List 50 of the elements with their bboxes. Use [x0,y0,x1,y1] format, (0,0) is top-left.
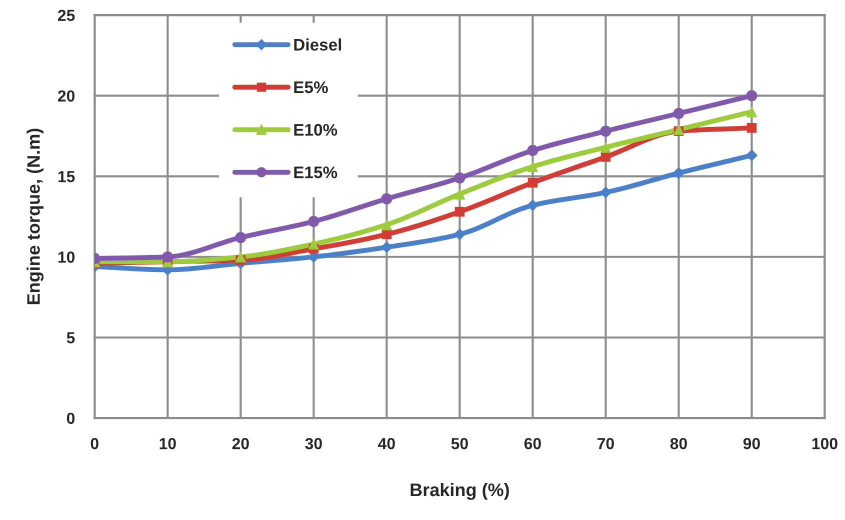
y-tick-label: 10 [58,252,75,263]
point [673,124,684,136]
point [600,152,611,162]
point [746,123,757,133]
x-tick-label: 30 [305,438,322,450]
point [235,232,246,244]
point [600,126,612,137]
x-tick-label: 90 [743,438,760,450]
x-tick-label: 70 [598,438,614,450]
point [526,199,539,212]
point [454,172,466,184]
point [235,251,246,262]
x-tick-label: 100 [812,438,838,450]
point [454,206,465,217]
x-tick-label: 40 [378,438,395,450]
point [528,178,538,188]
point [381,219,392,230]
point [672,167,685,179]
x-tick-label: 80 [670,438,687,450]
x-tick-label: 60 [524,438,541,450]
point [381,193,392,204]
point [454,188,466,200]
point [746,149,758,162]
legend-label: E10% [294,124,338,136]
y-axis-title: Engine torque, (N.m) [26,128,44,304]
legend-label: Diesel [294,38,342,51]
point [600,186,612,198]
x-axis-title: Braking (%) [410,482,509,500]
y-tick-label: 0 [66,412,75,424]
point [454,228,466,240]
x-tick-label: 50 [451,438,468,450]
point [308,216,320,227]
point [162,251,174,262]
x-tick-label: 0 [90,438,98,450]
y-tick-label: 5 [66,332,75,344]
x-tick-label: 20 [232,438,249,450]
point [600,142,612,153]
y-tick-label: 15 [58,171,75,182]
point [673,108,684,119]
y-tick-label: 20 [58,90,75,102]
point [382,229,392,240]
legend-label: E5% [294,81,328,94]
point [527,144,538,156]
y-tick-label: 25 [58,10,75,22]
point [746,106,758,118]
x-tick-label: 10 [160,438,176,450]
point [527,161,538,172]
point [746,90,758,102]
point [308,238,320,250]
legend-label: E15% [294,166,338,178]
